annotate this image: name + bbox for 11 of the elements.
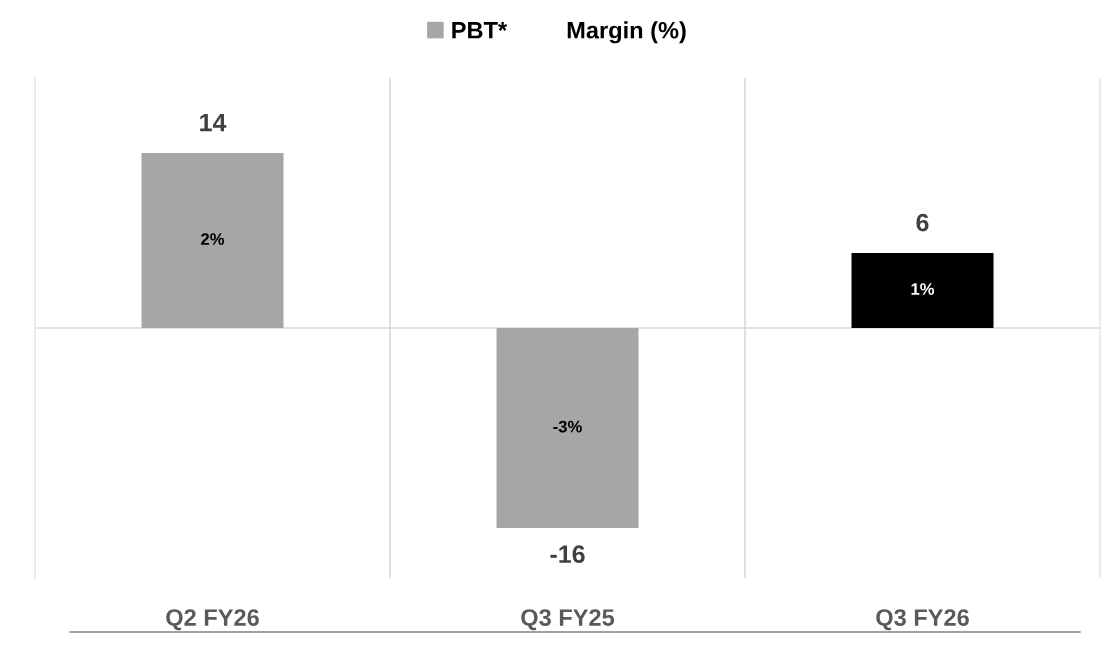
text: Margin (%)	[567, 21, 686, 44]
annotation: 1%	[911, 283, 935, 295]
data-label: 14	[200, 113, 227, 132]
x-tick-label: Q3 FY26	[876, 609, 969, 631]
legend-label: PBT*	[452, 22, 508, 39]
data-label: -16	[550, 545, 585, 564]
x-tick-label: Q3 FY25	[521, 609, 615, 631]
x-tick-label: Q2 FY26	[166, 609, 259, 631]
annotation: -3%	[553, 420, 582, 433]
data-label: 6	[916, 213, 929, 232]
annotation: 2%	[201, 233, 225, 245]
